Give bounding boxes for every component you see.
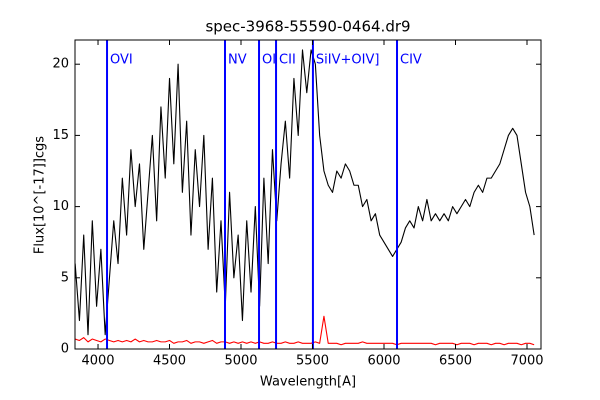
emission-line-label: SiIV+OIV] <box>316 53 380 68</box>
spectrum-line <box>75 49 535 336</box>
emission-line-label: CIV <box>400 53 422 68</box>
x-tick-label: 5500 <box>296 354 329 369</box>
x-tick-label: 4500 <box>153 354 186 369</box>
emission-line-label: OVI <box>110 53 133 68</box>
x-tick-label: 6500 <box>439 354 472 369</box>
emission-line-label: CII <box>279 53 296 68</box>
x-axis-label: Wavelength[A] <box>260 375 356 390</box>
y-tick-label: 10 <box>52 199 69 214</box>
axes-frame <box>74 39 542 350</box>
x-tick-label: 6000 <box>367 354 400 369</box>
y-axis-label: Flux[10^[-17]]cgs <box>33 136 48 254</box>
x-tick-label: 4000 <box>81 354 114 369</box>
x-tick-label: 7000 <box>510 354 543 369</box>
y-tick-label: 15 <box>52 128 69 143</box>
chart-title: spec-3968-55590-0464.dr9 <box>205 18 410 36</box>
y-tick-label: 20 <box>52 57 69 72</box>
y-tick-label: 0 <box>61 342 69 357</box>
y-tick-label: 5 <box>61 270 69 285</box>
spectrum-line <box>75 315 535 346</box>
emission-line-label: NV <box>228 53 247 68</box>
plot-area <box>75 40 535 349</box>
emission-line-label: OI <box>262 53 276 68</box>
x-tick-label: 5000 <box>224 354 257 369</box>
